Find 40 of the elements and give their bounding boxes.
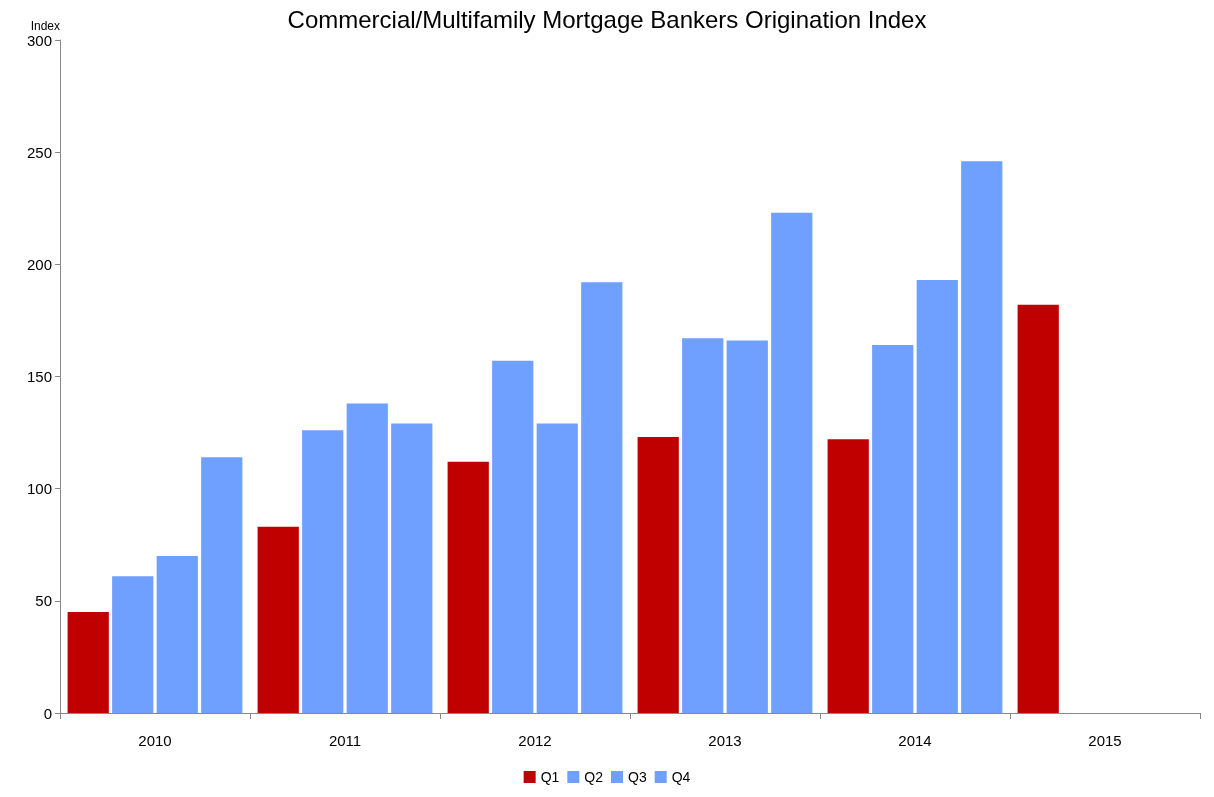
y-tick-label: 100 [26,480,52,498]
legend-label: Q4 [671,769,691,785]
bar [112,576,154,713]
bar [916,280,958,713]
bar [536,423,578,713]
bar [682,338,724,713]
bar [302,430,344,713]
bar [872,345,914,713]
bar [827,439,869,713]
bar [581,282,623,713]
chart-title: Commercial/Multifamily Mortgage Bankers Origination Index [287,5,927,33]
bar [726,340,768,713]
x-tick-label: 2011 [328,732,362,749]
x-tick-label: 2012 [518,732,552,749]
x-tick-label: 2014 [898,732,932,749]
y-tick-label: 0 [43,704,52,722]
x-tick-label: 2015 [1088,732,1122,749]
bar [961,161,1003,713]
bar [771,212,813,713]
bar [346,403,388,713]
bar [201,457,243,713]
y-tick-label: 50 [35,592,52,610]
legend-label: Q3 [628,769,647,785]
bar [257,526,299,713]
bar [492,360,534,713]
y-tick-label: 250 [26,143,52,161]
bar [637,437,679,713]
bar [447,461,489,713]
bar [391,423,433,713]
bar [67,612,109,713]
bar [1017,304,1059,713]
y-axis-title: Index [30,19,60,33]
y-tick-label: 200 [26,255,52,273]
y-tick-label: 300 [26,31,52,49]
legend-label: Q2 [584,769,604,785]
bar [156,555,198,713]
x-tick-label: 2013 [708,732,742,749]
y-tick-label: 150 [26,368,52,385]
x-tick-label: 2010 [138,732,172,749]
legend-label: Q1 [540,769,560,785]
